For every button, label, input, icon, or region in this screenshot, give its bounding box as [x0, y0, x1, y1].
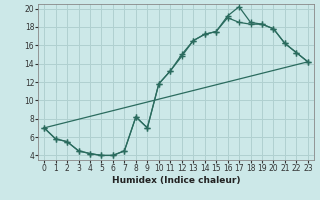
X-axis label: Humidex (Indice chaleur): Humidex (Indice chaleur) — [112, 176, 240, 185]
